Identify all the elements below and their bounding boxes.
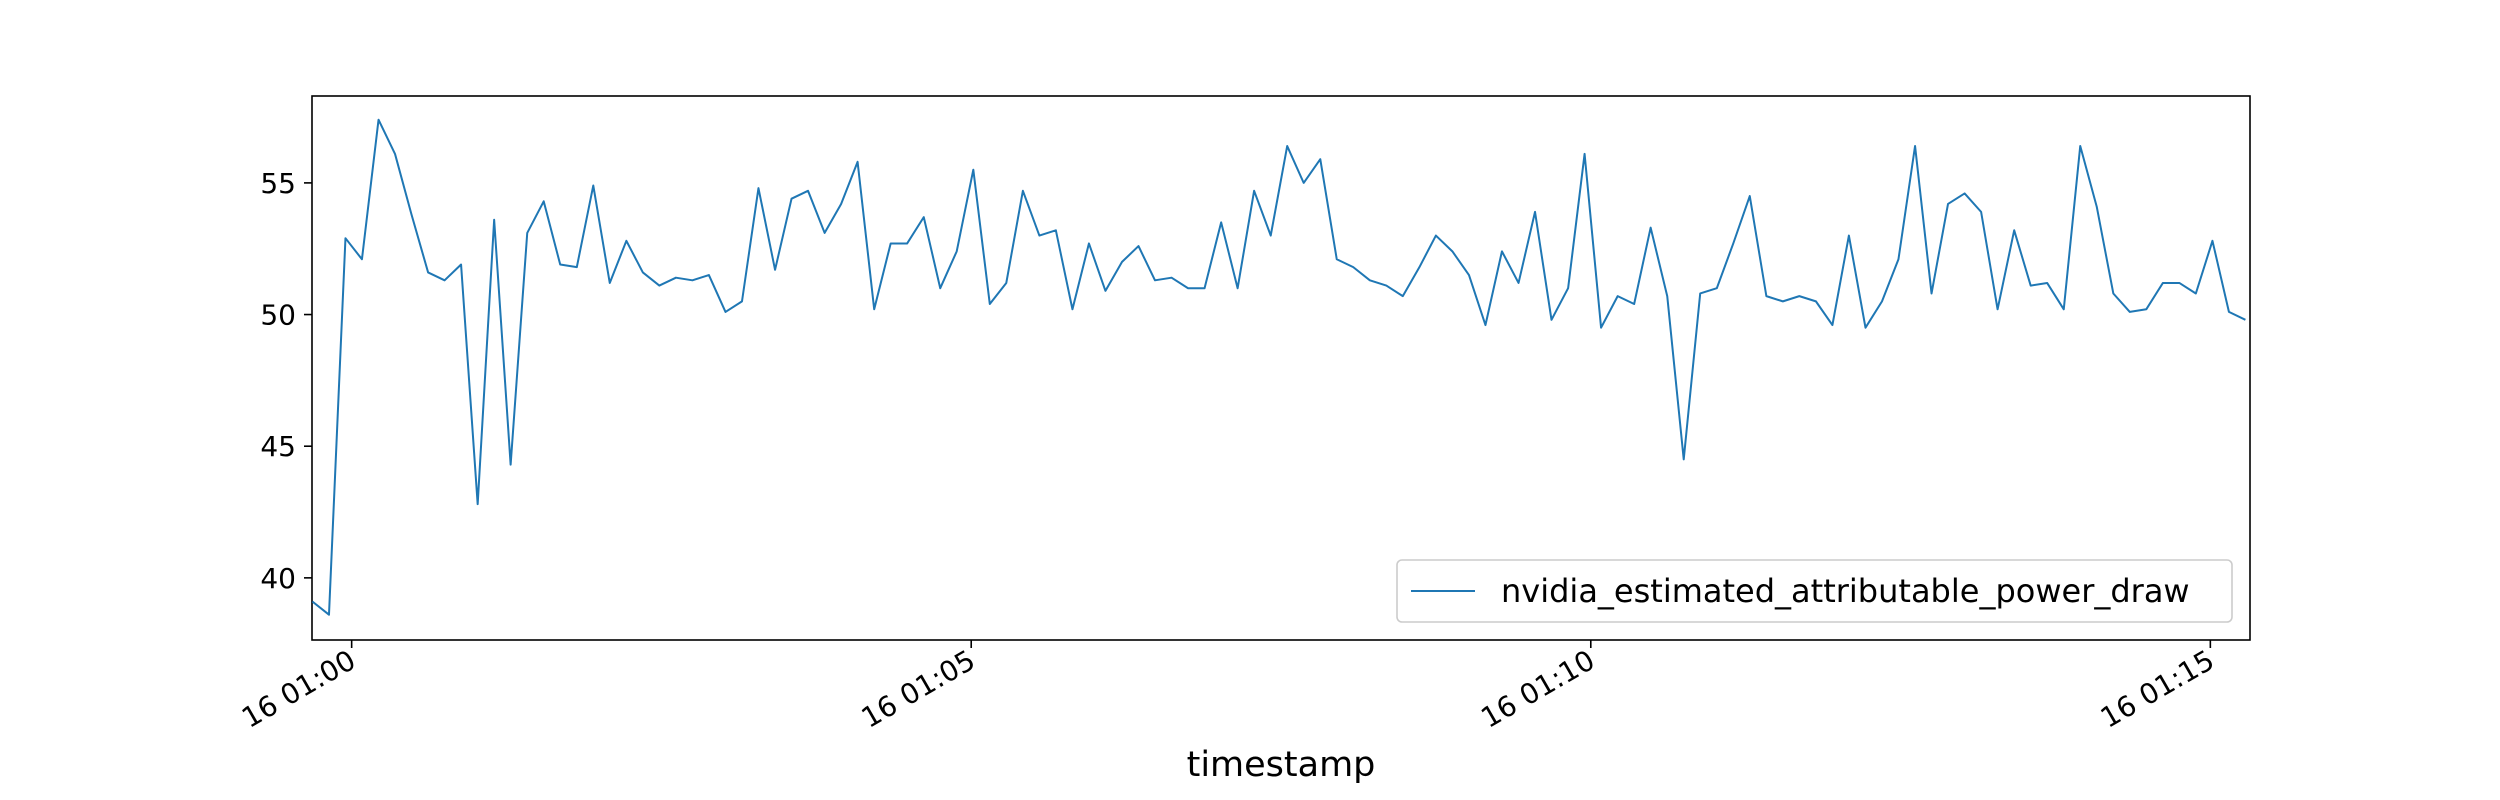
y-tick-label: 40 <box>260 562 296 595</box>
plot-area <box>312 118 2246 616</box>
legend-label: nvidia_estimated_attributable_power_draw <box>1501 572 2190 610</box>
y-tick-label: 50 <box>260 299 296 332</box>
x-tick-label: 16 01:00 <box>236 643 361 734</box>
plot-frame <box>311 95 2251 641</box>
y-tick-label: 55 <box>260 167 296 200</box>
x-axis-label: timestamp <box>1187 745 1376 785</box>
x-tick-label: 16 01:15 <box>2095 643 2220 734</box>
x-tick-label: 16 01:10 <box>1475 643 1600 734</box>
legend-box <box>1396 559 2233 623</box>
line-series <box>312 118 2246 616</box>
y-tick-label: 45 <box>260 430 296 463</box>
x-tick-label: 16 01:05 <box>856 643 981 734</box>
